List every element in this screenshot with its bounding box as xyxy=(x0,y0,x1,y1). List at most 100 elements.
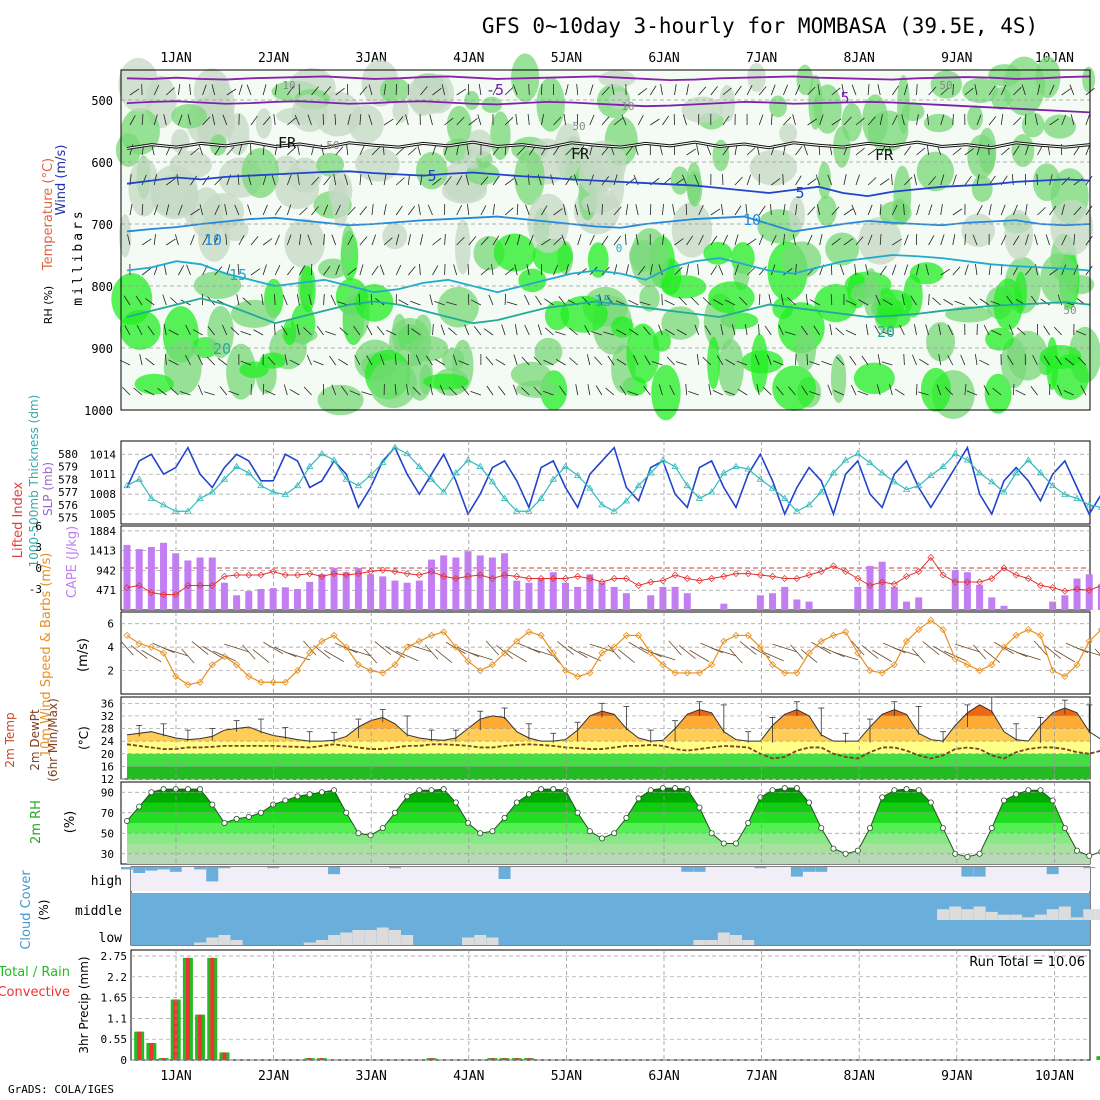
cape-bar xyxy=(1049,601,1057,610)
rh-blob xyxy=(118,57,159,112)
rh-blob xyxy=(437,286,479,328)
wind-barb xyxy=(773,360,784,366)
wind-barb xyxy=(202,116,211,126)
wind-barb xyxy=(607,355,615,366)
wind-barb xyxy=(175,234,179,246)
li-point xyxy=(659,577,667,585)
wind-barb xyxy=(299,265,306,276)
wind-barb xyxy=(543,390,554,396)
cape-bar xyxy=(525,582,533,610)
wind-barb xyxy=(807,206,816,216)
wind-barb xyxy=(1070,114,1075,126)
rh-point xyxy=(257,809,264,816)
rh-blob xyxy=(651,364,681,421)
wind-barb xyxy=(409,300,421,306)
rh-point xyxy=(1013,791,1020,798)
li-point xyxy=(769,572,777,580)
cape-bar xyxy=(354,568,362,610)
li-point xyxy=(903,572,911,580)
li-point xyxy=(622,575,630,582)
rh-point xyxy=(452,799,459,806)
rh-blob xyxy=(825,232,860,266)
rh-point xyxy=(550,786,557,793)
li-point xyxy=(306,570,314,578)
wind-barb xyxy=(470,390,482,396)
cloud-low-bar xyxy=(486,937,499,945)
wind-barb xyxy=(783,204,786,216)
wind-barb xyxy=(296,324,300,336)
wind-barb xyxy=(770,114,773,126)
rh-point xyxy=(440,786,447,793)
wind-tick: 2 xyxy=(107,665,114,678)
wind-barb xyxy=(398,299,409,306)
wind-barb xyxy=(516,146,526,156)
rh-point xyxy=(270,801,277,808)
rh-point xyxy=(806,799,813,806)
thickness-point xyxy=(537,494,545,501)
thickness-point xyxy=(1036,469,1045,476)
slp-tick: 1005 xyxy=(90,508,117,521)
thickness-point xyxy=(354,481,363,489)
wind-barb xyxy=(904,145,912,156)
thickness-point xyxy=(391,443,399,450)
rh-blob xyxy=(816,195,837,227)
wind-point xyxy=(1000,643,1008,651)
isotherm-15 xyxy=(126,254,1091,294)
slp-tick: 1014 xyxy=(90,448,117,461)
thickness-point xyxy=(598,501,606,508)
rh-blob xyxy=(255,108,272,139)
cape-bar xyxy=(476,555,484,610)
rh-blob xyxy=(328,171,353,210)
wind-barb xyxy=(584,325,591,336)
wind-barb xyxy=(190,234,195,246)
sfc-barb xyxy=(1094,648,1100,656)
wind-barb xyxy=(805,294,808,306)
contour-label: 10 xyxy=(204,231,222,249)
wind-barb xyxy=(1056,384,1063,396)
cape-bar xyxy=(318,574,326,610)
wind-barb xyxy=(525,204,530,216)
wind-barb xyxy=(515,114,518,126)
thickness-point xyxy=(610,507,618,514)
legend-wind: 10m Wind Speed & Barbs (m/s) xyxy=(39,553,54,758)
wind-barb xyxy=(916,204,920,216)
wind-barb xyxy=(504,267,514,276)
wind-barb xyxy=(349,390,361,396)
rh-blob xyxy=(598,70,636,88)
wind-barb xyxy=(432,265,439,276)
wind-tick: 4 xyxy=(107,641,114,654)
thickness-point xyxy=(257,481,265,489)
wind-barb xyxy=(713,299,724,306)
wind-barb xyxy=(718,264,724,276)
wind-point xyxy=(683,669,691,677)
wind-point xyxy=(1073,661,1081,669)
wind-barb xyxy=(661,293,663,306)
thickness-point xyxy=(245,469,253,476)
rh-blob xyxy=(1039,345,1082,370)
wind-barb xyxy=(513,354,518,366)
wind-barb xyxy=(1011,174,1014,186)
rh-band xyxy=(127,833,1090,844)
wind-barb xyxy=(770,235,777,246)
wind-barb xyxy=(722,115,730,126)
wind-barb xyxy=(686,148,696,156)
wind-barb xyxy=(770,203,772,216)
cape-bar xyxy=(257,589,265,610)
wind-barb xyxy=(627,391,639,396)
wind-barb xyxy=(952,234,956,246)
wind-point xyxy=(501,649,509,657)
cloud-high-bg xyxy=(131,867,1090,891)
wind-barb xyxy=(486,385,494,396)
wind-barb xyxy=(561,234,566,246)
thickness-point xyxy=(293,481,302,489)
upper-wind-barbs xyxy=(119,83,1095,396)
cape-bar xyxy=(403,582,411,610)
wind-barb xyxy=(737,388,748,396)
rh-point xyxy=(525,791,532,798)
thickness-point xyxy=(1061,490,1069,498)
top-day-label: 6JAN xyxy=(648,51,679,66)
wind-barb xyxy=(528,83,530,96)
bottom-day-label: 7JAN xyxy=(746,1069,777,1084)
cape-bar xyxy=(659,586,667,610)
sfc-barb xyxy=(567,645,588,659)
